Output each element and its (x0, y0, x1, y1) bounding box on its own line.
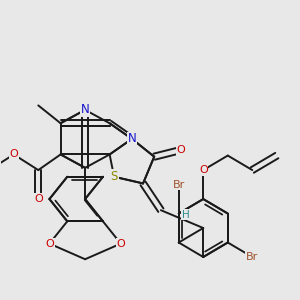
Text: H: H (182, 210, 189, 220)
Text: O: O (9, 149, 18, 160)
Text: O: O (34, 194, 43, 204)
Text: H: H (182, 210, 189, 220)
Text: Br: Br (172, 180, 185, 190)
Text: N: N (128, 132, 136, 146)
Text: O: O (177, 145, 185, 155)
Text: O: O (45, 238, 54, 249)
Text: O: O (199, 165, 208, 175)
Text: O: O (116, 238, 125, 249)
Text: S: S (110, 170, 118, 183)
Text: Br: Br (246, 252, 258, 262)
Text: N: N (81, 103, 89, 116)
